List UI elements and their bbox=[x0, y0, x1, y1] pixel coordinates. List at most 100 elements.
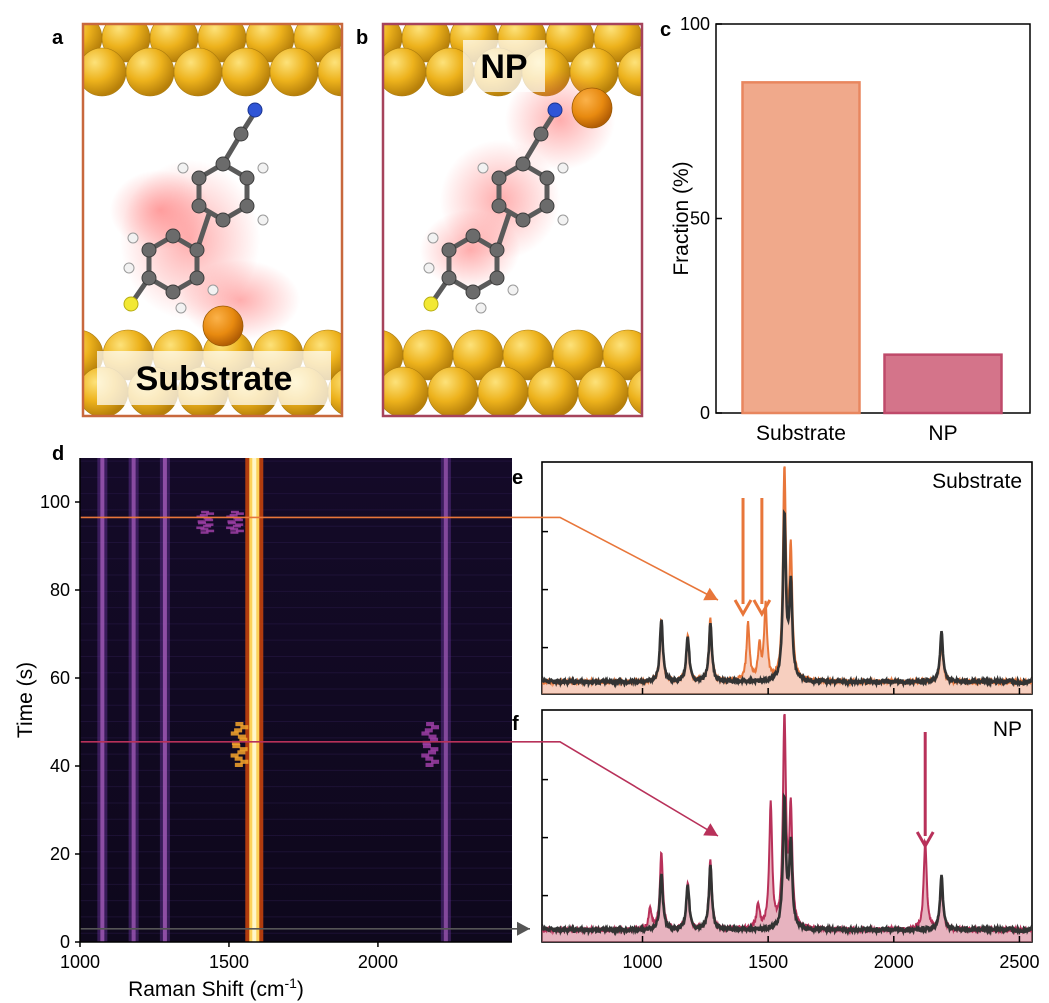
hydrogen-atom bbox=[127, 232, 139, 244]
transient-signal bbox=[198, 521, 207, 525]
spectrum-substrate: Substrate bbox=[541, 461, 1033, 695]
transient-signal bbox=[232, 744, 241, 749]
transient-signal bbox=[226, 526, 235, 530]
transient-signal bbox=[422, 744, 431, 749]
y-tick-label: 100 bbox=[40, 492, 70, 512]
carbon-atom bbox=[191, 198, 207, 214]
transient-signal bbox=[431, 759, 440, 764]
panel-a-frame bbox=[81, 22, 344, 418]
x-tick-label: 2000 bbox=[358, 952, 398, 972]
transient-signal bbox=[232, 524, 241, 528]
carbon-atom bbox=[189, 270, 205, 286]
transient-signal bbox=[230, 753, 239, 758]
nitrogen-atom bbox=[247, 102, 263, 118]
carbon-atom bbox=[141, 270, 157, 286]
gold-atom bbox=[477, 366, 529, 416]
transient-signal bbox=[200, 531, 209, 534]
y-tick-label: 20 bbox=[50, 844, 70, 864]
transient-signal bbox=[205, 523, 214, 526]
transient-signal bbox=[203, 524, 212, 528]
np-tag: NP bbox=[480, 48, 527, 86]
carbon-atom bbox=[539, 198, 555, 214]
carbon-atom bbox=[215, 212, 231, 228]
y-tick-label: 80 bbox=[50, 580, 70, 600]
carbon-atom bbox=[491, 170, 507, 186]
nitrogen-atom bbox=[547, 102, 563, 118]
peak-arrow-head bbox=[752, 599, 772, 618]
reference-spectrum-line bbox=[542, 509, 1032, 689]
connector-line bbox=[512, 516, 719, 601]
connector-arrowhead bbox=[703, 823, 718, 836]
carbon-atom bbox=[191, 170, 207, 186]
gold-atom bbox=[383, 47, 427, 97]
transient-signal bbox=[200, 528, 209, 531]
spectrum-np: 1000 1500 2000 2500 NP bbox=[541, 709, 1039, 972]
carbon-atom bbox=[489, 270, 505, 286]
nanoparticle-adatom bbox=[571, 87, 613, 129]
x-axis-label: Raman Shift (cm-1) bbox=[128, 975, 304, 1001]
transient-signal bbox=[428, 734, 437, 739]
connector-arrowhead bbox=[517, 921, 530, 936]
raman-band bbox=[162, 458, 167, 942]
y-axis-label: Fraction (%) bbox=[670, 161, 693, 275]
carbon-atom bbox=[539, 170, 555, 186]
heatmap: 1000 1500 2000 0 20 40 60 80 100 Raman Shift (cm-… bbox=[14, 458, 512, 1001]
hydrogen-atom bbox=[427, 232, 439, 244]
raman-band bbox=[131, 458, 136, 942]
transient-signal bbox=[234, 756, 243, 761]
y-tick-label: 40 bbox=[50, 756, 70, 776]
hydrogen-atom bbox=[123, 262, 135, 274]
transient-signal bbox=[234, 728, 243, 733]
spectrum-fill bbox=[542, 466, 1032, 694]
carbon-atom bbox=[489, 242, 505, 258]
gold-atom bbox=[427, 366, 479, 416]
carbon-atom bbox=[239, 198, 255, 214]
hydrogen-atom bbox=[557, 162, 569, 174]
transient-signal bbox=[234, 762, 243, 767]
spectrum-fill bbox=[542, 714, 1032, 942]
y-tick-label: 100 bbox=[680, 14, 710, 34]
heatmap-background bbox=[80, 458, 512, 942]
transient-signal bbox=[206, 512, 215, 515]
x-tick-label: 1500 bbox=[209, 952, 249, 972]
sulfur-atom bbox=[123, 296, 139, 312]
connector-arrowhead bbox=[703, 587, 718, 601]
transient-signal bbox=[421, 731, 430, 736]
peak-arrow-head bbox=[915, 831, 935, 850]
transient-signal bbox=[425, 756, 434, 761]
y-tick-label: 0 bbox=[60, 932, 70, 952]
x-tick-label: NP bbox=[928, 422, 957, 445]
hydrogen-atom bbox=[507, 284, 519, 296]
peak-arrow-head bbox=[733, 599, 753, 618]
carbon-atom bbox=[165, 284, 181, 300]
gold-atom bbox=[83, 47, 127, 97]
carbon-atom bbox=[189, 242, 205, 258]
gold-atom bbox=[602, 329, 642, 381]
transient-signal bbox=[199, 513, 208, 517]
transient-signal bbox=[430, 747, 439, 752]
y-tick-label: 0 bbox=[700, 403, 710, 423]
panel-label-d: d bbox=[52, 443, 64, 465]
x-tick-label: 1000 bbox=[60, 952, 100, 972]
carbon-atom bbox=[441, 242, 457, 258]
gold-atom bbox=[627, 369, 642, 415]
bar-np bbox=[883, 353, 1003, 415]
x-tick-label: Substrate bbox=[756, 422, 846, 445]
hydrogen-atom bbox=[257, 162, 269, 174]
carbon-atom bbox=[515, 212, 531, 228]
transient-signal bbox=[205, 518, 214, 522]
bar-substrate bbox=[741, 81, 861, 415]
transient-signal bbox=[237, 734, 246, 739]
x-tick-label: 2500 bbox=[999, 952, 1039, 972]
x-tick-label: 1000 bbox=[622, 952, 662, 972]
carbon-atom bbox=[491, 198, 507, 214]
transient-signal bbox=[230, 510, 239, 514]
transient-signal bbox=[230, 531, 239, 534]
panel-label-b: b bbox=[356, 27, 368, 49]
hydrogen-atom bbox=[475, 302, 487, 314]
x-axis-label-end: ) bbox=[297, 978, 304, 1001]
transient-signal bbox=[426, 722, 435, 727]
transient-signal bbox=[230, 528, 239, 531]
x-tick-label: 2000 bbox=[874, 952, 914, 972]
